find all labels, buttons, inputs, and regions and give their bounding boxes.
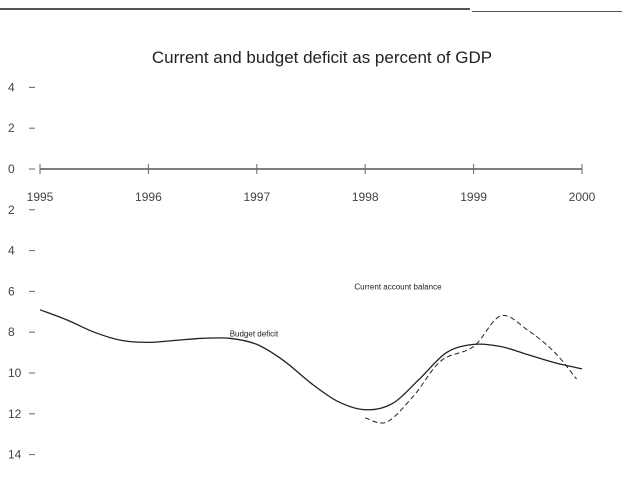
x-axis-tick-labels: 1995 1996 1997 1998 1999 2000 bbox=[27, 164, 596, 204]
y-tick-label: 4 bbox=[8, 244, 15, 258]
scan-border-top-right bbox=[472, 11, 622, 12]
y-tick-label: 4 bbox=[8, 80, 15, 94]
dashed-series-line bbox=[365, 314, 577, 424]
y-tick-label: 2 bbox=[8, 203, 15, 217]
y-tick-label: 8 bbox=[8, 325, 15, 339]
y-tick-label: 14 bbox=[8, 448, 22, 462]
y-tick-label: 2 bbox=[8, 121, 15, 135]
y-tick-label: 6 bbox=[8, 284, 15, 298]
x-tick-label: 1996 bbox=[135, 190, 162, 204]
solid-series-line bbox=[39, 309, 583, 411]
x-tick-label: 1995 bbox=[27, 190, 54, 204]
y-tick-label: 0 bbox=[8, 162, 15, 176]
annotation-group: Current account balance Budget deficit bbox=[230, 282, 442, 338]
y-tick-label: 10 bbox=[8, 366, 22, 380]
annotation-label: Current account balance bbox=[354, 282, 442, 291]
x-tick-label: 1998 bbox=[352, 190, 379, 204]
series-group bbox=[39, 309, 583, 424]
annotation-label: Budget deficit bbox=[230, 329, 279, 338]
chart-title: Current and budget deficit as percent of… bbox=[152, 48, 492, 67]
x-tick-label: 2000 bbox=[569, 190, 596, 204]
x-tick-label: 1997 bbox=[243, 190, 270, 204]
y-tick-label: 12 bbox=[8, 407, 22, 421]
scan-border-top bbox=[0, 8, 470, 10]
y-axis-tick-labels: 4 2 0 2 4 6 8 10 12 14 bbox=[8, 80, 35, 462]
x-tick-label: 1999 bbox=[460, 190, 487, 204]
